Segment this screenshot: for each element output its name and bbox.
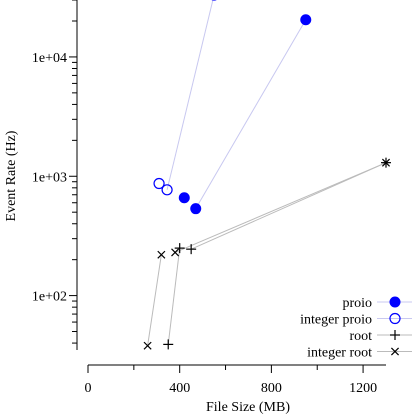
legend-marker bbox=[390, 347, 400, 356]
marker-open-circle-1 bbox=[161, 184, 173, 196]
connector-line-2-1 bbox=[190, 162, 387, 250]
legend-label: integer root bbox=[307, 346, 372, 361]
marker-cross-0 bbox=[143, 341, 152, 350]
x-axis-title: File Size (MB) bbox=[206, 400, 290, 415]
connector-line-1-0 bbox=[166, 0, 214, 190]
x-tick-label: 0 bbox=[85, 381, 92, 396]
connector-line-3-1 bbox=[174, 162, 387, 253]
marker-plus-1 bbox=[174, 243, 185, 254]
legend-marker bbox=[390, 330, 400, 340]
marker-filled-circle-2 bbox=[300, 14, 312, 26]
y-tick-label: 1e+03 bbox=[32, 170, 67, 185]
legend-label: proio bbox=[342, 296, 372, 311]
connector-line-0-0 bbox=[195, 19, 307, 209]
legend-label: root bbox=[349, 329, 372, 344]
y-tick-label: 1e+02 bbox=[32, 290, 67, 305]
marker-cross-2 bbox=[171, 248, 180, 257]
connector-lines bbox=[147, 0, 387, 346]
x-tick-label: 800 bbox=[261, 381, 282, 396]
legend-label: integer proio bbox=[300, 313, 372, 328]
x-axis: 0 400 800 1200 bbox=[85, 364, 386, 396]
marker-plus-0 bbox=[163, 339, 174, 350]
connector-line-3-0 bbox=[147, 254, 162, 346]
legend-marker bbox=[389, 312, 401, 325]
legend-marker bbox=[389, 296, 401, 308]
marker-open-circle-0 bbox=[153, 177, 165, 190]
y-axis: 1e+02 1e+03 1e+04 bbox=[32, 0, 78, 350]
marker-cross-3 bbox=[381, 158, 391, 167]
y-axis-title: Event Rate (Hz) bbox=[4, 130, 19, 221]
marker-cross-1 bbox=[157, 250, 166, 259]
x-tick-label: 1200 bbox=[349, 381, 377, 396]
marker-plus-2 bbox=[186, 244, 197, 255]
y-tick-label: 1e+04 bbox=[32, 51, 67, 66]
marker-filled-circle-0 bbox=[178, 192, 190, 204]
marker-filled-circle-1 bbox=[190, 203, 202, 215]
data-markers bbox=[143, 0, 391, 350]
x-tick-label: 400 bbox=[169, 381, 190, 396]
connector-line-2-0 bbox=[167, 248, 181, 345]
